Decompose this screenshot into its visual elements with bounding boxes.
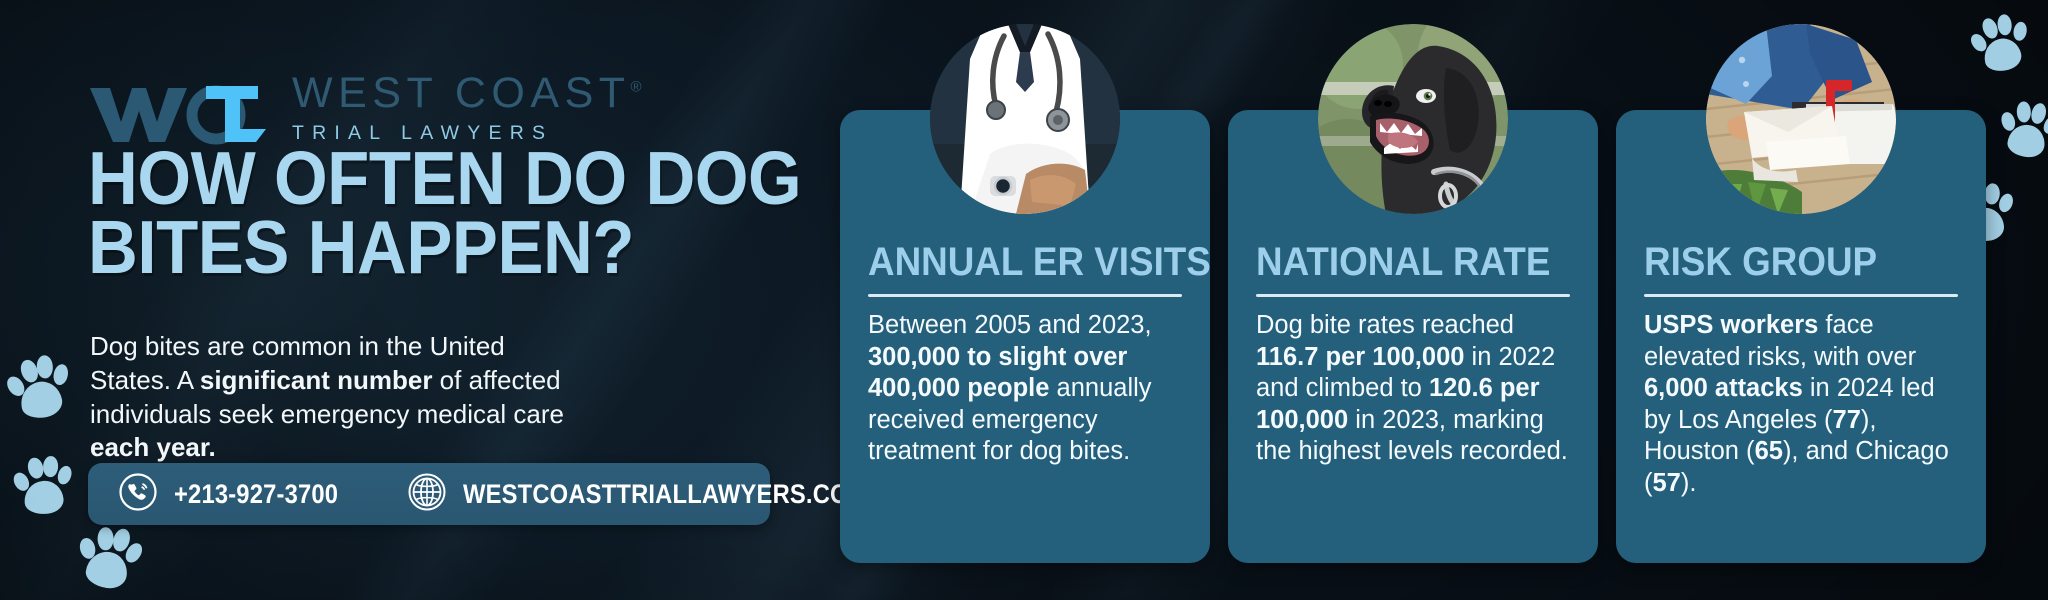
card-body-text: USPS workers face elevated risks, with o… <box>1644 311 1949 498</box>
card-title: ANNUAL ER VISITS <box>868 240 1211 284</box>
barking-black-dog-photo <box>1318 24 1508 214</box>
card-divider <box>1644 294 1958 297</box>
card-title: RISK GROUP <box>1644 240 1878 284</box>
paw-print-icon <box>10 452 75 519</box>
card-title: NATIONAL RATE <box>1256 240 1551 284</box>
brand-name-line2: TRIAL LAWYERS <box>292 122 554 144</box>
phone-contact[interactable]: +213-927-3700 <box>118 472 361 517</box>
registered-trademark-icon: ® <box>630 78 642 96</box>
left-content-column: WEST COAST® TRIAL LAWYERS HOW OFTEN DO D… <box>88 0 808 600</box>
globe-icon <box>407 472 447 517</box>
website-url[interactable]: WESTCOASTTRIALLAWYERS.COM <box>462 478 869 509</box>
brand-wordmark: WEST COAST® TRIAL LAWYERS <box>292 72 642 146</box>
stat-card-national-rate: NATIONAL RATE Dog bite rates reached 116… <box>1228 24 1598 563</box>
card-divider <box>1256 294 1570 297</box>
paw-print-icon <box>1966 8 2035 79</box>
paw-print-icon <box>1997 97 2048 161</box>
headline-line-1: HOW OFTEN DO DOG <box>88 136 802 220</box>
brand-name-line1: WEST COAST® <box>292 69 642 117</box>
card-divider <box>868 294 1182 297</box>
website-contact[interactable]: WESTCOASTTRIALLAWYERS.COM <box>407 472 924 517</box>
wctl-monogram-icon <box>88 84 266 146</box>
stat-card-risk-group: RISK GROUP USPS workers face elevated ri… <box>1616 24 1986 563</box>
page-title: HOW OFTEN DO DOG BITES HAPPEN? <box>88 136 802 289</box>
headline-line-2: BITES HAPPEN? <box>88 205 635 289</box>
usps-mail-carrier-at-mailbox-photo <box>1706 24 1896 214</box>
card-body-text: Dog bite rates reached 116.7 per 100,000… <box>1256 311 1568 466</box>
intro-paragraph: Dog bites are common in the United State… <box>90 331 565 463</box>
stat-card-annual-er-visits: ANNUAL ER VISITS Between 2005 and 2023, … <box>840 24 1211 563</box>
contact-bar[interactable]: +213-927-3700 WESTCOASTTRIALLAWYERS.COM <box>88 463 868 525</box>
card-body-text: Between 2005 and 2023, 300,000 to slight… <box>868 311 1152 466</box>
doctor-with-stethoscope-photo <box>930 24 1120 214</box>
phone-in-circle-icon <box>118 472 158 517</box>
phone-number[interactable]: +213-927-3700 <box>174 478 339 509</box>
paw-print-icon <box>2 349 76 426</box>
brand-logo[interactable]: WEST COAST® TRIAL LAWYERS <box>88 72 642 146</box>
